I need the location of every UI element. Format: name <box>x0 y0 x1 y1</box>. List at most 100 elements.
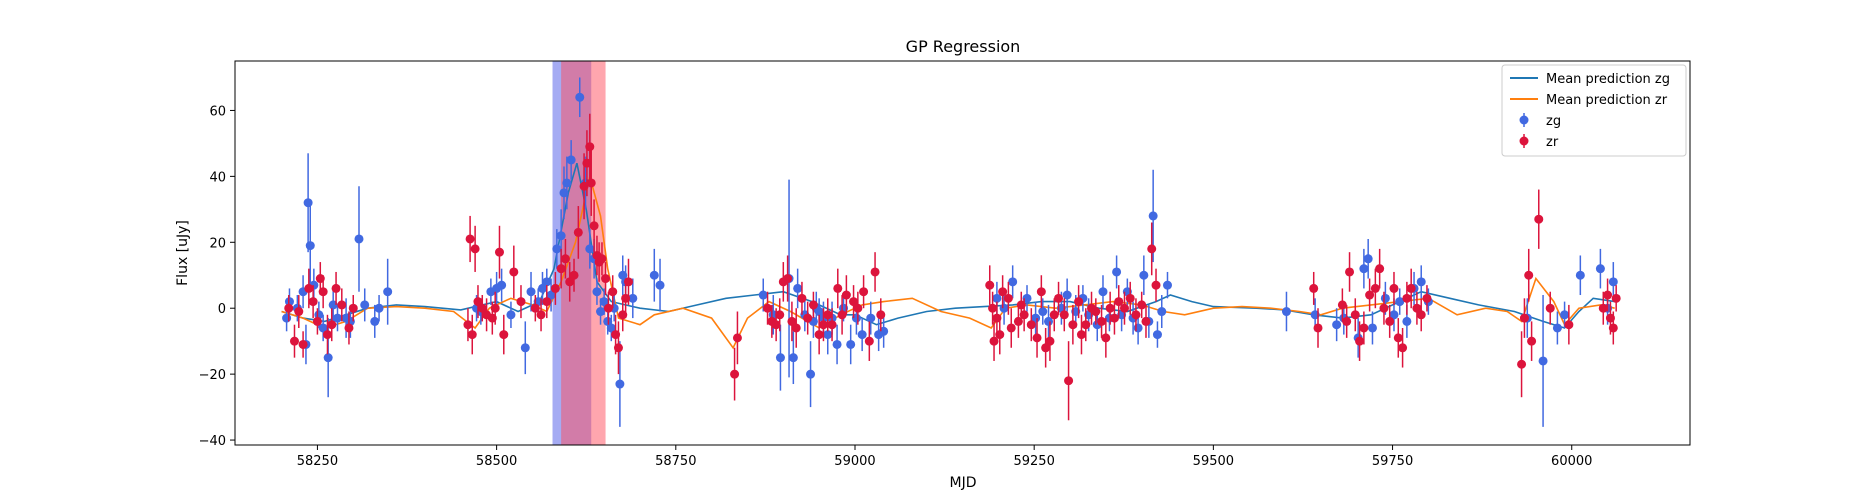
data-point-zr <box>1137 300 1147 310</box>
legend-label-zg-line: Mean prediction zg <box>1546 72 1670 87</box>
y-tick-label: 40 <box>209 170 226 185</box>
data-point-zg <box>1148 211 1158 221</box>
data-point-zg <box>305 241 315 251</box>
data-point-zr <box>995 330 1005 340</box>
legend-swatch-zg-marker <box>1519 115 1529 125</box>
data-point-zr <box>608 287 618 297</box>
data-point-zr <box>833 283 843 293</box>
data-point-zr <box>823 310 833 320</box>
data-point-zg <box>1044 316 1054 326</box>
data-point-zr <box>1119 303 1129 313</box>
data-point-zg <box>832 339 842 349</box>
plot-frame <box>234 60 1691 446</box>
x-tick-label: 60000 <box>1551 454 1592 469</box>
data-point-zg <box>857 330 867 340</box>
data-point-zr <box>827 320 837 330</box>
data-point-zr <box>556 264 566 274</box>
data-point-zg <box>1363 254 1373 264</box>
data-point-zg <box>1575 270 1585 280</box>
data-point-zg <box>546 290 556 300</box>
data-point-zr <box>1517 359 1527 369</box>
data-point-zg <box>506 310 516 320</box>
data-point-zr <box>1337 300 1347 310</box>
data-point-zr <box>601 274 611 284</box>
data-point-zg <box>1031 313 1041 323</box>
data-point-zr <box>597 254 607 264</box>
x-tick-label: 59750 <box>1372 454 1413 469</box>
data-point-zr <box>1389 283 1399 293</box>
data-point-zg <box>332 313 342 323</box>
data-point-zr <box>1603 290 1613 300</box>
data-point-zg <box>1112 267 1122 277</box>
legend-label-zr-line: Mean prediction zr <box>1546 93 1668 108</box>
data-point-zr <box>1345 267 1355 277</box>
data-point-zr <box>318 287 328 297</box>
data-point-zg <box>556 231 566 241</box>
data-point-zr <box>470 244 480 254</box>
data-point-zg <box>599 297 609 307</box>
data-point-zr <box>837 310 847 320</box>
legend-box <box>1501 64 1687 157</box>
data-point-zr <box>344 323 354 333</box>
x-axis-label: MJD <box>950 475 977 491</box>
data-point-zr <box>1109 313 1119 323</box>
data-point-zr <box>490 303 500 313</box>
data-point-zr <box>536 310 546 320</box>
data-point-zr <box>1068 320 1078 330</box>
data-point-zr <box>1370 283 1380 293</box>
data-point-zg <box>318 323 328 333</box>
data-point-zr <box>1524 270 1534 280</box>
y-axis-ticks: −40 −20 0 20 40 60 <box>199 104 235 449</box>
x-tick-label: 58750 <box>655 454 696 469</box>
data-point-zr <box>463 320 473 330</box>
data-point-zr <box>1036 287 1046 297</box>
data-point-zr <box>1151 280 1161 290</box>
y-tick-label: −40 <box>199 434 226 449</box>
data-point-zr <box>298 339 308 349</box>
data-point-zg <box>1560 310 1570 320</box>
data-point-zg <box>585 244 595 254</box>
data-point-zr <box>1006 323 1016 333</box>
data-point-zr <box>841 290 851 300</box>
data-point-zg <box>1402 316 1412 326</box>
data-point-zr <box>988 303 998 313</box>
data-point-zg <box>596 307 606 317</box>
legend-label-zg: zg <box>1546 114 1561 129</box>
data-point-zr <box>1097 316 1107 326</box>
data-point-zg <box>1538 356 1548 366</box>
data-point-zg <box>497 280 507 290</box>
data-point-zg <box>370 316 380 326</box>
data-point-zr <box>1114 297 1124 307</box>
data-point-zg <box>999 303 1009 313</box>
data-point-zg <box>566 155 576 165</box>
data-point-zr <box>337 300 347 310</box>
x-tick-label: 59500 <box>1193 454 1234 469</box>
data-point-zg <box>1062 290 1072 300</box>
data-point-zr <box>870 267 880 277</box>
data-point-zg <box>758 290 768 300</box>
data-point-zr <box>494 247 504 257</box>
data-point-zg <box>542 277 552 287</box>
x-tick-label: 58250 <box>297 454 338 469</box>
data-point-zg <box>846 339 856 349</box>
data-point-zr <box>1141 316 1151 326</box>
data-point-zr <box>783 274 793 284</box>
data-point-zg <box>775 353 785 363</box>
data-point-zg <box>374 303 384 313</box>
data-point-zg <box>1008 277 1018 287</box>
data-point-zr <box>1059 310 1069 320</box>
data-point-zr <box>1054 293 1064 303</box>
data-point-zg <box>1152 330 1162 340</box>
data-point-zr <box>477 303 487 313</box>
data-point-zg <box>520 343 530 353</box>
data-point-zr <box>864 336 874 346</box>
data-point-zr <box>1076 330 1086 340</box>
data-point-zg <box>1380 293 1390 303</box>
y-tick-label: 20 <box>209 236 226 251</box>
data-point-zg <box>1038 307 1048 317</box>
data-point-zr <box>775 310 785 320</box>
data-point-zr <box>859 287 869 297</box>
data-point-zg <box>1552 323 1562 333</box>
data-point-zr <box>312 316 322 326</box>
data-point-zr <box>322 330 332 340</box>
